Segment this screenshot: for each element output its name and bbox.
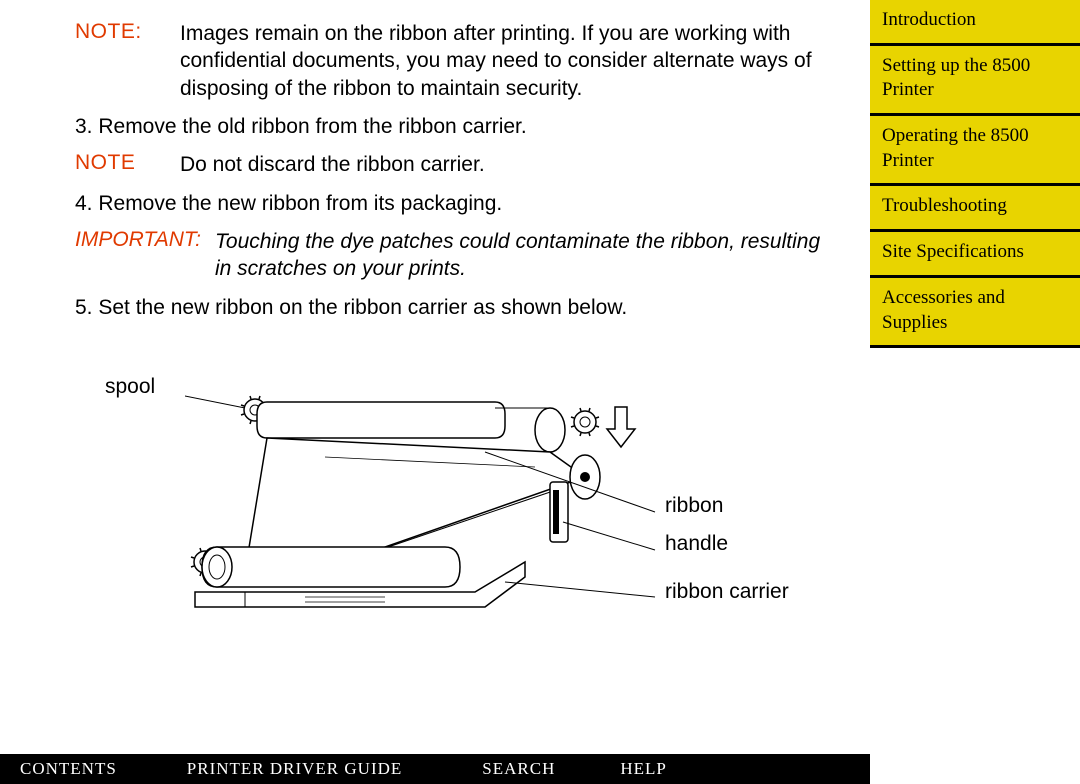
nav-contents[interactable]: CONTENTS bbox=[20, 759, 117, 779]
bottom-nav: CONTENTS PRINTER DRIVER GUIDE SEARCH HEL… bbox=[0, 754, 870, 784]
ribbon-diagram: spool bbox=[105, 372, 830, 692]
important-label: IMPORTANT: bbox=[75, 228, 215, 283]
step-3: 3. Remove the old ribbon from the ribbon… bbox=[75, 112, 830, 141]
note-text: Do not discard the ribbon carrier. bbox=[180, 151, 830, 178]
callout-handle: handle bbox=[665, 532, 728, 556]
important-block: IMPORTANT: Touching the dye patches coul… bbox=[75, 228, 830, 283]
callout-spool: spool bbox=[105, 375, 155, 399]
main-content: NOTE: Images remain on the ribbon after … bbox=[0, 0, 870, 784]
sidebar-item-accessories[interactable]: Accessories and Supplies bbox=[870, 278, 1080, 348]
sidebar-item-specifications[interactable]: Site Specifications bbox=[870, 232, 1080, 278]
note-block-2: NOTE Do not discard the ribbon carrier. bbox=[75, 151, 830, 178]
sidebar-item-operating[interactable]: Operating the 8500 Printer bbox=[870, 116, 1080, 186]
sidebar-nav: Introduction Setting up the 8500 Printer… bbox=[870, 0, 1080, 348]
nav-driver-guide[interactable]: PRINTER DRIVER GUIDE bbox=[187, 759, 403, 779]
sidebar-item-troubleshooting[interactable]: Troubleshooting bbox=[870, 186, 1080, 232]
note-block-1: NOTE: Images remain on the ribbon after … bbox=[75, 20, 830, 102]
nav-help[interactable]: HELP bbox=[620, 759, 667, 779]
step-4: 4. Remove the new ribbon from its packag… bbox=[75, 189, 830, 218]
nav-search[interactable]: SEARCH bbox=[482, 759, 555, 779]
step-5: 5. Set the new ribbon on the ribbon carr… bbox=[75, 293, 830, 322]
note-label: NOTE: bbox=[75, 20, 180, 102]
document-page: NOTE: Images remain on the ribbon after … bbox=[0, 0, 1080, 784]
ribbon-illustration bbox=[185, 382, 665, 662]
callout-ribbon-carrier: ribbon carrier bbox=[665, 580, 789, 604]
note-label: NOTE bbox=[75, 151, 180, 178]
note-text: Images remain on the ribbon after printi… bbox=[180, 20, 830, 102]
callout-ribbon: ribbon bbox=[665, 494, 723, 518]
sidebar-item-setup[interactable]: Setting up the 8500 Printer bbox=[870, 46, 1080, 116]
sidebar-item-introduction[interactable]: Introduction bbox=[870, 0, 1080, 46]
important-text: Touching the dye patches could contamina… bbox=[215, 228, 830, 283]
